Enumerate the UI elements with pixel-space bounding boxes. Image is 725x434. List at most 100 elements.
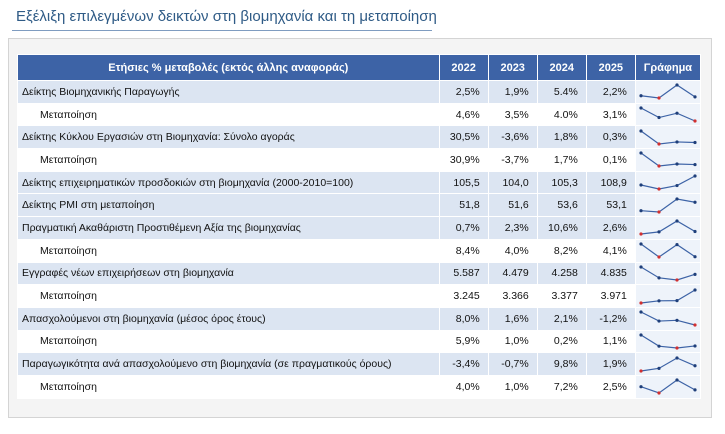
row-label: Δείκτης Κύκλου Εργασιών στη Βιομηχανία: …: [18, 126, 439, 149]
value-cell: 7,2%: [537, 375, 586, 398]
row-label: Δείκτης επιχειρηματικών προσδοκιών στη β…: [18, 171, 439, 194]
row-label: Εγγραφές νέων επιχειρήσεων στη βιομηχανί…: [18, 262, 439, 285]
sparkline-point: [639, 368, 643, 373]
sparkline-line: [640, 175, 696, 190]
value-cell: 1,6%: [488, 307, 537, 330]
sparkline-line: [640, 220, 696, 236]
sparkline: [639, 265, 697, 282]
sparkline-point: [693, 95, 697, 99]
value-cell: 1,9%: [488, 81, 537, 103]
sparkline-cell: [635, 217, 700, 239]
sparkline-line: [640, 243, 696, 258]
sparkline-point: [657, 96, 661, 100]
sub-row: Μεταποίηση 5,9% 1,0% 0,2% 1,1%: [18, 330, 700, 353]
value-cell: 4.479: [488, 262, 537, 285]
sparkline-point: [675, 83, 679, 87]
sparkline-cell: [635, 375, 700, 398]
sparkline-cell: [635, 171, 700, 194]
value-cell: 10,6%: [537, 217, 586, 239]
title-rule: [12, 30, 432, 31]
value-cell: 2,5%: [586, 375, 635, 398]
sub-row: Μεταποίηση 8,4% 4,0% 8,2% 4,1%: [18, 239, 700, 262]
value-cell: 30,9%: [439, 149, 488, 171]
value-cell: 1,7%: [537, 149, 586, 171]
sparkline-line: [640, 289, 696, 304]
sparkline: [639, 242, 697, 259]
sparkline-point: [693, 230, 697, 234]
sparkline-point: [693, 163, 697, 167]
sparkline: [639, 355, 697, 373]
column-header: 2022: [439, 55, 488, 80]
value-cell: 0,3%: [586, 126, 635, 149]
row-label: Μεταποίηση: [18, 285, 439, 307]
value-cell: 3.971: [586, 285, 635, 307]
value-cell: 4.835: [586, 262, 635, 285]
sparkline: [639, 83, 697, 100]
value-cell: 0,7%: [439, 217, 488, 239]
sparkline-line: [640, 84, 696, 99]
sparkline-point: [657, 115, 661, 120]
sparkline-point: [675, 140, 679, 144]
value-cell: 2,6%: [586, 217, 635, 239]
sparkline-point: [639, 151, 643, 156]
sparkline-point: [639, 208, 643, 213]
row-label: Απασχολούμενοι στη βιομηχανία (μέσος όρο…: [18, 307, 439, 330]
value-cell: 3,5%: [488, 103, 537, 126]
main-row: Δείκτης PMI στη μεταποίηση 51,8 51,6 53,6 53…: [18, 194, 700, 217]
sparkline-line: [640, 379, 696, 394]
value-cell: 30,5%: [439, 126, 488, 149]
sparkline-cell: [635, 194, 700, 217]
value-cell: 2,5%: [439, 81, 488, 103]
sparkline-point: [675, 184, 679, 188]
sparkline-cell: [635, 126, 700, 149]
sparkline-point: [657, 187, 661, 191]
sparkline: [639, 197, 697, 214]
sparkline-point: [675, 346, 679, 350]
value-cell: -3,4%: [439, 353, 488, 375]
row-label: Μεταποίηση: [18, 330, 439, 353]
value-cell: 5.4%: [537, 81, 586, 103]
sparkline-point: [675, 355, 679, 360]
row-label: Δείκτης Βιομηχανικής Παραγωγής: [18, 81, 439, 103]
sparkline-point: [675, 243, 679, 247]
sparkline-point: [639, 310, 643, 314]
sparkline-cell: [635, 149, 700, 171]
row-label: Παραγωγικότητα ανά απασχολούμενο στη βιο…: [18, 353, 439, 375]
sparkline-point: [639, 385, 643, 389]
value-cell: -0,7%: [488, 353, 537, 375]
sparkline-line: [640, 266, 696, 281]
sparkline-point: [693, 272, 697, 276]
sparkline: [639, 219, 697, 237]
sparkline-point: [657, 319, 661, 323]
sparkline-point: [657, 142, 661, 146]
value-cell: 3.245: [439, 285, 488, 307]
value-cell: 53,6: [537, 194, 586, 217]
main-row: Πραγματική Ακαθάριστη Προστιθέμενη Αξία …: [18, 217, 700, 239]
sub-row: Μεταποίηση 4,0% 1,0% 7,2% 2,5%: [18, 375, 700, 398]
sub-row: Μεταποίηση 30,9% -3,7% 1,7% 0,1%: [18, 149, 700, 171]
sparkline-point: [639, 265, 643, 269]
column-header: Ετήσιες % μεταβολές (εκτός άλλης αναφορά…: [18, 55, 439, 80]
value-cell: 4,0%: [439, 375, 488, 398]
sparkline-cell: [635, 103, 700, 126]
value-cell: 4.258: [537, 262, 586, 285]
sparkline-point: [693, 363, 697, 367]
sparkline-point: [675, 378, 679, 382]
value-cell: 108,9: [586, 171, 635, 194]
sparkline-point: [693, 140, 697, 144]
sparkline-point: [675, 278, 679, 282]
row-label: Μεταποίηση: [18, 375, 439, 398]
sparkline-point: [693, 323, 697, 327]
sparkline-cell: [635, 285, 700, 307]
sparkline-point: [657, 230, 661, 234]
sparkline-point: [657, 366, 661, 370]
value-cell: 0,2%: [537, 330, 586, 353]
value-cell: 1,8%: [537, 126, 586, 149]
sparkline-point: [639, 242, 643, 246]
sparkline: [639, 378, 697, 395]
value-cell: 5.587: [439, 262, 488, 285]
value-cell: 2,3%: [488, 217, 537, 239]
sparkline-point: [657, 276, 661, 280]
value-cell: 0,1%: [586, 149, 635, 171]
